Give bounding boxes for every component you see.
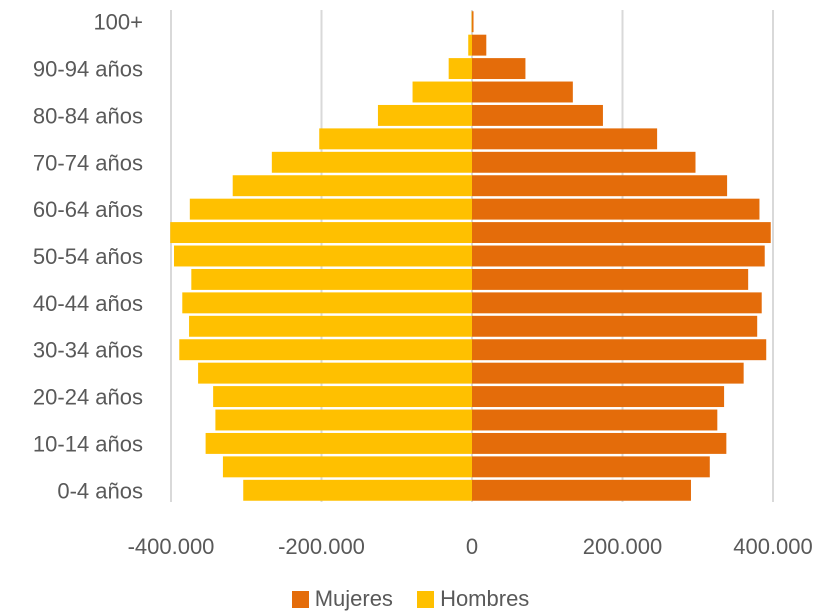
x-tick-label-0: -400.000 — [128, 534, 215, 559]
bar-mujeres-7 — [472, 315, 758, 337]
bar-hombres-7 — [189, 315, 472, 337]
y-tick-label-16: 80-84 años — [33, 103, 143, 128]
bar-mujeres-20 — [472, 11, 474, 33]
x-tick-label-3: 200.000 — [583, 534, 663, 559]
bar-mujeres-8 — [472, 292, 762, 314]
population-pyramid-chart: 0-4 años 10-14 años 20-24 años 30-34 años 40… — [33, 10, 813, 559]
bar-hombres-16 — [377, 104, 472, 126]
y-axis-labels: 0-4 años 10-14 años 20-24 años 30-34 años 40… — [33, 10, 143, 504]
bar-hombres-17 — [412, 81, 472, 103]
bar-mujeres-6 — [472, 339, 767, 361]
bar-hombres-1 — [222, 456, 472, 478]
bar-mujeres-18 — [472, 58, 526, 80]
bar-hombres-5 — [198, 362, 472, 384]
bar-hombres-15 — [319, 128, 472, 150]
bar-mujeres-4 — [472, 386, 725, 408]
bar-mujeres-1 — [472, 456, 710, 478]
bar-hombres-12 — [189, 198, 472, 220]
y-tick-label-2: 10-14 años — [33, 431, 143, 456]
bar-mujeres-10 — [472, 245, 765, 267]
legend-label-hombres: Hombres — [440, 586, 530, 611]
bar-mujeres-13 — [472, 175, 728, 197]
legend-label-mujeres: Mujeres — [314, 586, 393, 611]
bar-mujeres-3 — [472, 409, 718, 431]
bar-hombres-19 — [468, 34, 472, 56]
bar-mujeres-0 — [472, 479, 691, 501]
legend-swatch-mujeres — [291, 590, 309, 608]
bar-mujeres-2 — [472, 432, 727, 454]
y-tick-label-4: 20-24 años — [33, 385, 143, 410]
bar-hombres-14 — [271, 151, 472, 173]
bar-mujeres-9 — [472, 268, 749, 290]
y-tick-label-18: 90-94 años — [33, 57, 143, 82]
y-tick-label-8: 40-44 años — [33, 291, 143, 316]
y-tick-label-12: 60-64 años — [33, 197, 143, 222]
bar-hombres-20 — [471, 11, 473, 33]
bar-mujeres-16 — [472, 104, 603, 126]
legend-swatch-hombres — [417, 590, 435, 608]
legend-item-hombres: Hombres — [417, 586, 529, 612]
bar-hombres-6 — [179, 339, 472, 361]
bar-hombres-4 — [213, 386, 472, 408]
y-tick-label-6: 30-34 años — [33, 338, 143, 363]
bar-mujeres-17 — [472, 81, 573, 103]
bar-mujeres-11 — [472, 222, 771, 244]
bar-hombres-8 — [182, 292, 472, 314]
bars — [170, 11, 771, 501]
x-tick-label-2: 0 — [466, 534, 478, 559]
bar-hombres-3 — [215, 409, 472, 431]
bar-mujeres-15 — [472, 128, 658, 150]
bar-mujeres-19 — [472, 34, 487, 56]
bar-mujeres-14 — [472, 151, 696, 173]
bar-hombres-13 — [232, 175, 472, 197]
x-tick-label-4: 400.000 — [733, 534, 813, 559]
bar-hombres-10 — [174, 245, 472, 267]
bar-hombres-11 — [170, 222, 472, 244]
legend: Mujeres Hombres — [0, 586, 821, 614]
y-tick-label-10: 50-54 años — [33, 244, 143, 269]
bar-mujeres-12 — [472, 198, 760, 220]
legend-item-mujeres: Mujeres — [291, 586, 393, 612]
bar-hombres-0 — [243, 479, 472, 501]
bar-hombres-18 — [448, 58, 472, 80]
y-tick-label-14: 70-74 años — [33, 150, 143, 175]
x-axis-labels: -400.000 -200.000 0 200.000 400.000 — [128, 534, 813, 559]
bar-mujeres-5 — [472, 362, 744, 384]
bar-hombres-9 — [191, 268, 472, 290]
y-tick-label-0: 0-4 años — [57, 478, 143, 503]
y-tick-label-20: 100+ — [93, 10, 143, 35]
bar-hombres-2 — [205, 432, 473, 454]
x-tick-label-1: -200.000 — [278, 534, 365, 559]
